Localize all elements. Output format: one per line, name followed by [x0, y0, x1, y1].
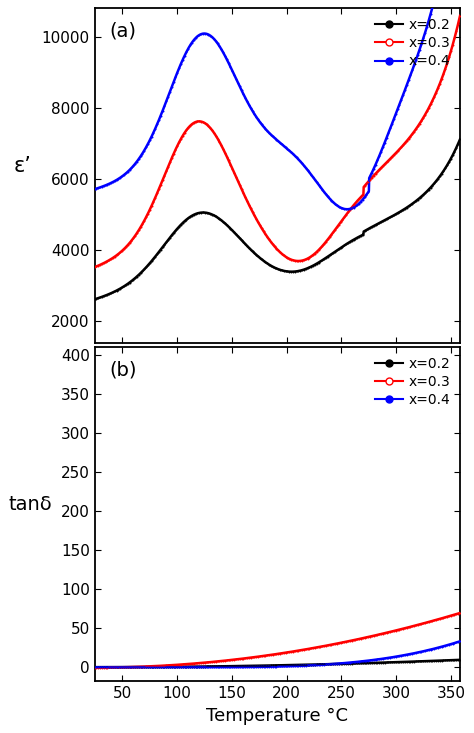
Text: (b): (b)	[109, 360, 137, 379]
Y-axis label: ε’: ε’	[13, 155, 31, 175]
Text: (a): (a)	[109, 22, 136, 41]
X-axis label: Temperature °C: Temperature °C	[206, 707, 348, 725]
Legend: x=0.2, x=0.3, x=0.4: x=0.2, x=0.3, x=0.4	[373, 15, 453, 71]
Y-axis label: tanδ: tanδ	[9, 495, 52, 514]
Legend: x=0.2, x=0.3, x=0.4: x=0.2, x=0.3, x=0.4	[373, 354, 453, 410]
